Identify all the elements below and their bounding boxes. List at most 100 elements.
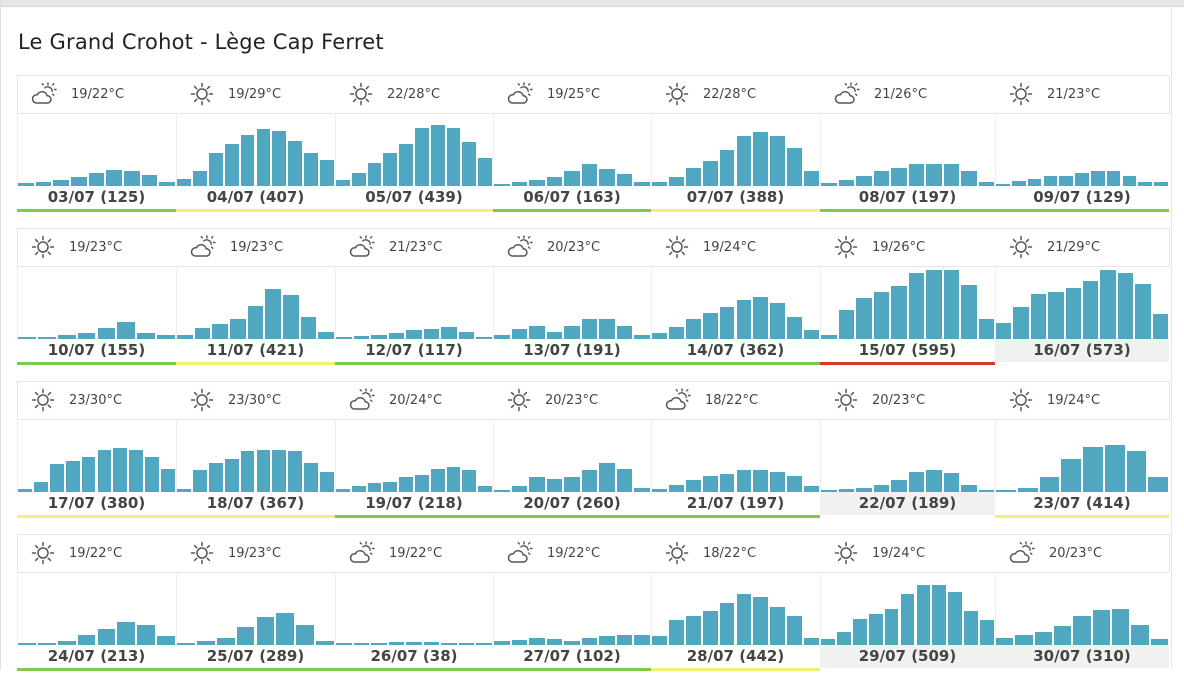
day-label[interactable]: 27/07 (102) — [523, 647, 621, 665]
day-cell[interactable]: 19/25°C 06/07 (163) — [493, 75, 651, 213]
chart-bar — [926, 164, 942, 186]
chart-bar — [265, 289, 281, 339]
chart-bar — [159, 181, 175, 186]
day-label[interactable]: 18/07 (367) — [206, 494, 305, 512]
day-cell[interactable]: 18/22°C 21/07 (197) — [651, 381, 820, 519]
day-cell[interactable]: 21/29°C 16/07 (573) — [995, 228, 1169, 366]
day-cell[interactable]: 22/28°C 05/07 (439) — [335, 75, 493, 213]
day-label[interactable]: 07/07 (388) — [686, 188, 785, 206]
day-label[interactable]: 17/07 (380) — [47, 494, 146, 512]
chart-bar — [873, 171, 889, 186]
day-label[interactable]: 23/07 (414) — [1033, 494, 1131, 512]
chart-bar — [581, 164, 598, 186]
day-cell[interactable]: 20/23°C 13/07 (191) — [493, 228, 651, 366]
chart-bar — [821, 490, 837, 492]
chart-bar — [908, 164, 924, 186]
chart-bar — [652, 636, 667, 645]
day-cell[interactable]: 23/30°C 18/07 (367) — [176, 381, 335, 519]
crowd-chart — [995, 572, 1169, 645]
chart-bar — [224, 143, 239, 186]
crowd-chart — [651, 572, 820, 645]
chart-bar — [719, 473, 735, 492]
crowd-level-indicator — [820, 209, 995, 212]
day-label[interactable]: 11/07 (421) — [206, 341, 305, 359]
day-cell[interactable]: 19/26°C 15/07 (595) — [820, 228, 995, 366]
day-label[interactable]: 20/07 (260) — [523, 494, 621, 512]
crowd-chart — [493, 419, 651, 492]
day-label[interactable]: 09/07 (129) — [1033, 188, 1131, 206]
day-label[interactable]: 28/07 (442) — [686, 647, 785, 665]
chart-bar — [1073, 615, 1091, 645]
chart-bar — [804, 486, 819, 492]
day-cell[interactable]: 18/22°C 28/07 (442) — [651, 534, 820, 672]
chart-bar — [388, 642, 405, 645]
chart-bar — [891, 167, 907, 186]
day-label[interactable]: 21/07 (197) — [686, 494, 785, 512]
day-cell[interactable]: 19/22°C 27/07 (102) — [493, 534, 651, 672]
day-label[interactable]: 15/07 (595) — [858, 341, 957, 359]
chart-bar — [856, 298, 872, 339]
day-weather: 22/28°C — [335, 75, 440, 113]
day-label[interactable]: 12/07 (117) — [365, 341, 463, 359]
chart-bar — [18, 642, 36, 645]
top-divider — [0, 0, 1184, 7]
day-cell[interactable]: 19/22°C 03/07 (125) — [17, 75, 176, 213]
left-border — [0, 0, 1, 670]
day-cell[interactable]: 20/24°C 19/07 (218) — [335, 381, 493, 519]
chart-background — [995, 572, 1170, 645]
chart-bar — [868, 614, 883, 645]
day-label[interactable]: 22/07 (189) — [820, 492, 995, 515]
day-label[interactable]: 13/07 (191) — [523, 341, 621, 359]
day-cell[interactable]: 19/24°C 29/07 (509) — [820, 534, 995, 672]
day-cell[interactable]: 19/23°C 10/07 (155) — [17, 228, 176, 366]
day-cell[interactable]: 19/23°C 25/07 (289) — [176, 534, 335, 672]
day-label[interactable]: 16/07 (573) — [995, 339, 1169, 362]
temperature-range: 19/23°C — [69, 239, 123, 255]
day-label[interactable]: 06/07 (163) — [523, 188, 621, 206]
day-label[interactable]: 08/07 (197) — [858, 188, 957, 206]
crowd-level-indicator — [17, 515, 176, 518]
day-cell[interactable]: 21/26°C 08/07 (197) — [820, 75, 995, 213]
chart-bar — [1104, 445, 1125, 492]
temperature-range: 19/25°C — [547, 86, 601, 102]
chart-bar — [753, 596, 769, 645]
temperature-range: 22/28°C — [387, 86, 441, 102]
day-cell[interactable]: 22/28°C 07/07 (388) — [651, 75, 820, 213]
day-label[interactable]: 04/07 (407) — [206, 188, 305, 206]
day-label[interactable]: 30/07 (310) — [995, 645, 1169, 668]
chart-bar — [943, 164, 959, 186]
day-weather: 19/22°C — [335, 534, 442, 572]
day-label[interactable]: 05/07 (439) — [365, 188, 463, 206]
temperature-range: 19/23°C — [228, 545, 282, 561]
week-row: 19/22°C 24/07 (213) 19/23°C 25/07 (289) 19/2… — [17, 534, 1170, 687]
day-cell[interactable]: 19/23°C 11/07 (421) — [176, 228, 335, 366]
day-label[interactable]: 10/07 (155) — [47, 341, 146, 359]
day-cell[interactable]: 19/22°C 24/07 (213) — [17, 534, 176, 672]
day-label[interactable]: 19/07 (218) — [365, 494, 463, 512]
day-label[interactable]: 03/07 (125) — [47, 188, 146, 206]
day-label[interactable]: 29/07 (509) — [820, 645, 995, 668]
crowd-chart — [17, 419, 176, 492]
day-label[interactable]: 14/07 (362) — [686, 341, 785, 359]
chart-bar — [388, 333, 405, 339]
day-cell[interactable]: 23/30°C 17/07 (380) — [17, 381, 176, 519]
crowd-level-indicator — [651, 209, 820, 212]
day-cell[interactable]: 19/22°C 26/07 (38) — [335, 534, 493, 672]
day-cell[interactable]: 21/23°C 12/07 (117) — [335, 228, 493, 366]
chart-bar — [634, 634, 650, 645]
day-cell[interactable]: 20/23°C 30/07 (310) — [995, 534, 1169, 672]
chart-bar — [88, 172, 105, 186]
day-cell[interactable]: 19/24°C 23/07 (414) — [995, 381, 1169, 519]
chart-bar — [581, 470, 598, 492]
day-cell[interactable]: 19/29°C 04/07 (407) — [176, 75, 335, 213]
partly-cloudy-icon — [665, 388, 691, 410]
day-label[interactable]: 24/07 (213) — [47, 647, 146, 665]
chart-bar — [1112, 608, 1130, 645]
day-cell[interactable]: 19/24°C 14/07 (362) — [651, 228, 820, 366]
day-cell[interactable]: 20/23°C 20/07 (260) — [493, 381, 651, 519]
day-cell[interactable]: 21/23°C 09/07 (129) — [995, 75, 1169, 213]
day-weather: 19/26°C — [820, 228, 925, 266]
day-cell[interactable]: 20/23°C 22/07 (189) — [820, 381, 995, 519]
day-label[interactable]: 26/07 (38) — [370, 647, 458, 665]
day-label[interactable]: 25/07 (289) — [206, 647, 305, 665]
